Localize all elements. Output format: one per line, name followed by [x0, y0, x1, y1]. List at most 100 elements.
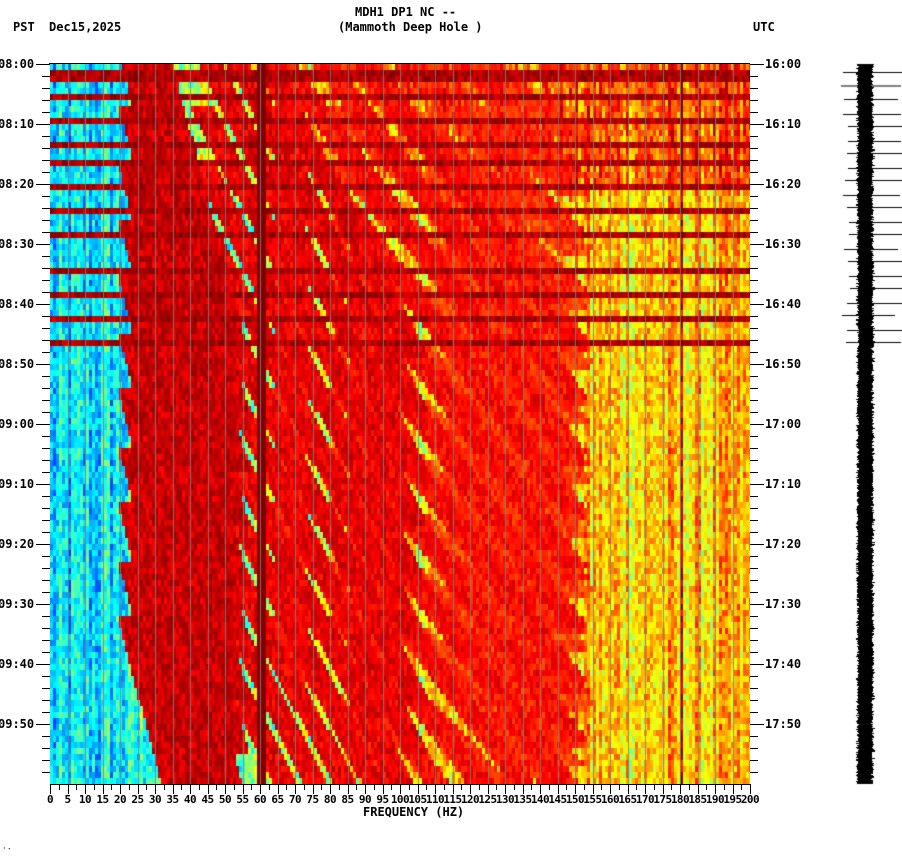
minor-tick [42, 556, 50, 557]
spectrogram-plot [50, 64, 750, 784]
major-tick [103, 784, 104, 794]
major-tick [750, 184, 764, 185]
minor-tick [750, 460, 758, 461]
major-tick [313, 784, 314, 794]
minor-tick [750, 316, 758, 317]
major-tick [278, 784, 279, 794]
y-tick-label-utc: 16:20 [765, 177, 802, 191]
minor-tick [750, 256, 758, 257]
minor-tick [42, 736, 50, 737]
minor-tick [42, 688, 50, 689]
y-tick-label-pst: 08:30 [0, 237, 35, 251]
x-tick-label: 20 [113, 793, 127, 806]
minor-tick [164, 784, 165, 790]
minor-tick [42, 76, 50, 77]
x-tick-label: 0 [46, 793, 54, 806]
x-tick-label: 25 [131, 793, 144, 806]
minor-tick [750, 328, 758, 329]
x-tick-label: 120 [460, 793, 480, 806]
minor-tick [42, 136, 50, 137]
minor-tick [724, 784, 725, 790]
major-tick [593, 784, 594, 794]
minor-tick [42, 592, 50, 593]
y-tick-label-pst: 09:00 [0, 417, 35, 431]
minor-tick [750, 496, 758, 497]
x-tick-label: 35 [166, 793, 179, 806]
x-tick-label: 95 [376, 793, 389, 806]
x-tick-label: 180 [670, 793, 690, 806]
y-tick-label-utc: 17:40 [765, 657, 802, 671]
y-tick-label-utc: 17:10 [765, 477, 802, 491]
major-tick [418, 784, 419, 794]
minor-tick [42, 448, 50, 449]
major-tick [36, 184, 50, 185]
minor-tick [750, 616, 758, 617]
minor-tick [181, 784, 182, 790]
minor-tick [42, 676, 50, 677]
major-tick [36, 724, 50, 725]
minor-tick [42, 388, 50, 389]
minor-tick [549, 784, 550, 790]
minor-tick [42, 280, 50, 281]
minor-tick [750, 100, 758, 101]
minor-tick [42, 472, 50, 473]
minor-tick [251, 784, 252, 790]
minor-tick [42, 112, 50, 113]
minor-tick [750, 352, 758, 353]
y-tick-label-pst: 08:40 [0, 297, 35, 311]
major-tick [663, 784, 664, 794]
x-tick-label: 45 [201, 793, 214, 806]
minor-tick [42, 160, 50, 161]
major-tick [155, 784, 156, 794]
minor-tick [42, 268, 50, 269]
minor-tick [636, 784, 637, 790]
x-tick-label: 115 [443, 793, 462, 806]
x-tick-label: 185 [688, 793, 707, 806]
minor-tick [304, 784, 305, 790]
minor-tick [129, 784, 130, 790]
x-tick-label: 175 [653, 793, 672, 806]
minor-tick [321, 784, 322, 790]
minor-tick [601, 784, 602, 790]
x-tick-label: 50 [218, 793, 232, 806]
x-tick-label: 70 [288, 793, 302, 806]
minor-tick [750, 580, 758, 581]
y-tick-label-utc: 17:00 [765, 417, 802, 431]
minor-tick [42, 700, 50, 701]
minor-tick [750, 772, 758, 773]
minor-tick [409, 784, 410, 790]
date-label: Dec15,2025 [49, 20, 122, 34]
major-tick [453, 784, 454, 794]
major-tick [36, 604, 50, 605]
minor-tick [750, 688, 758, 689]
major-tick [470, 784, 471, 794]
x-tick-label: 10 [78, 793, 92, 806]
minor-tick [496, 784, 497, 790]
major-tick [540, 784, 541, 794]
x-tick-label: 130 [495, 793, 515, 806]
minor-tick [42, 496, 50, 497]
y-axis-left-pst: 08:00 08:10 08:20 08:30 08:40 08:50 09:00 09:10… [0, 54, 50, 794]
major-tick [36, 304, 50, 305]
minor-tick [42, 640, 50, 641]
minor-tick [750, 232, 758, 233]
x-tick-label: 100 [390, 793, 410, 806]
major-tick [750, 604, 764, 605]
minor-tick [42, 340, 50, 341]
major-tick [750, 244, 764, 245]
major-tick [715, 784, 716, 794]
major-tick [36, 244, 50, 245]
major-tick [190, 784, 191, 794]
major-tick [750, 304, 764, 305]
x-tick-label: 140 [530, 793, 550, 806]
minor-tick [750, 640, 758, 641]
minor-tick [42, 772, 50, 773]
major-tick [750, 64, 764, 65]
station-location: (Mammoth Deep Hole ) [338, 20, 483, 34]
minor-tick [750, 376, 758, 377]
major-tick [733, 784, 734, 794]
minor-tick [42, 580, 50, 581]
y-tick-label-utc: 16:30 [765, 237, 802, 251]
x-tick-label: 40 [183, 793, 197, 806]
y-tick-label-pst: 09:50 [0, 717, 35, 731]
